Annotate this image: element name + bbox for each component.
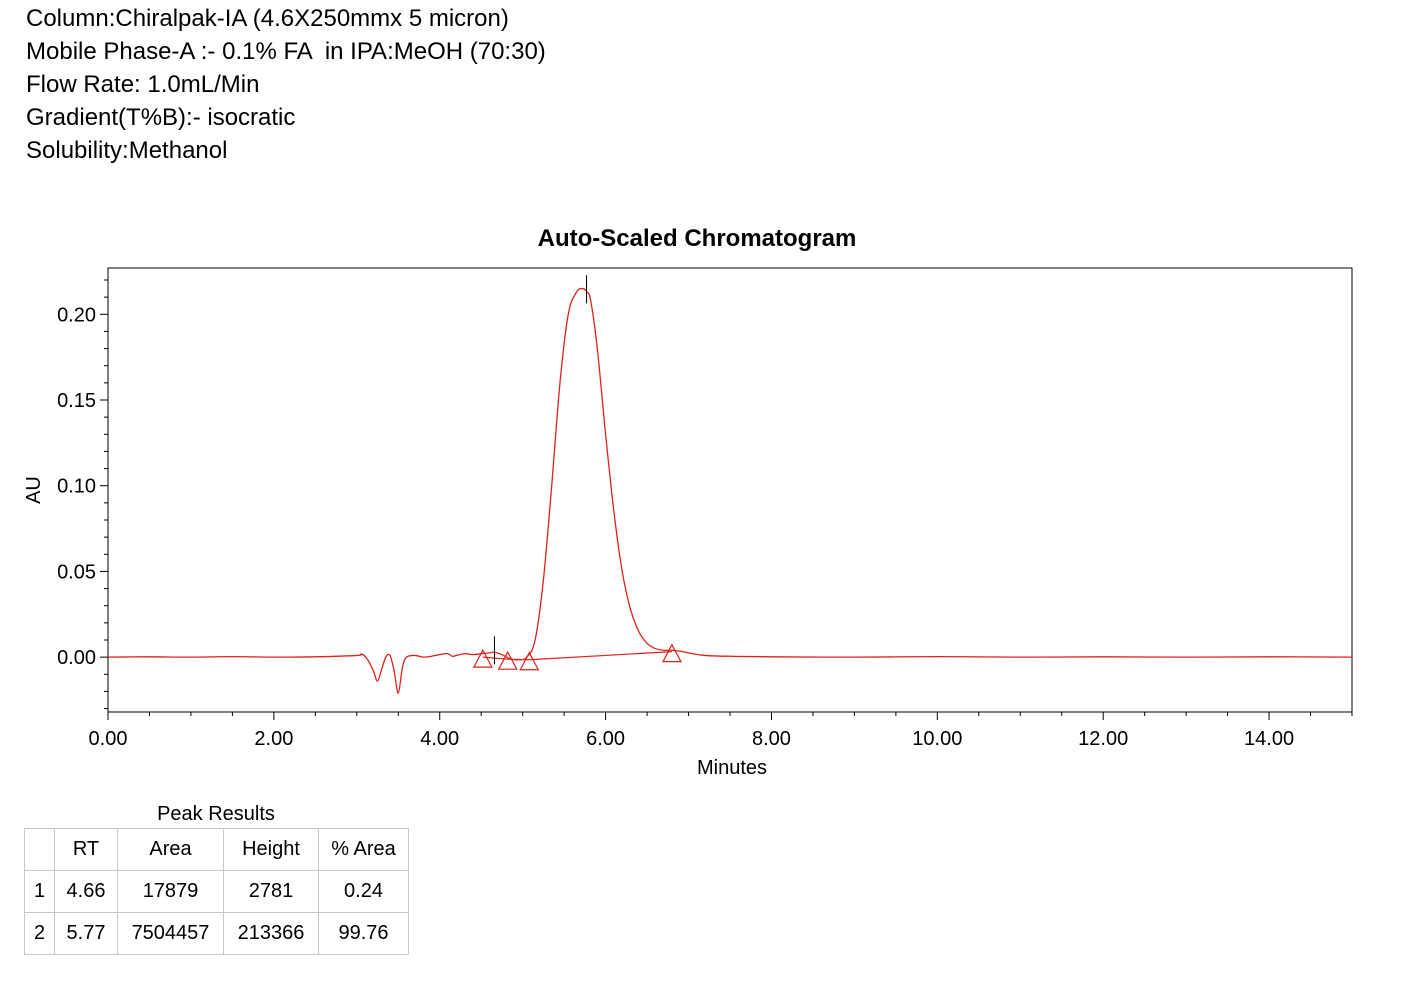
percent-area-cell: 0.24 [318,870,409,913]
y-axis: 0.00 0.05 0.10 0.15 0.20 [57,279,108,710]
table-header-row: RT Area Height % Area [24,828,409,871]
table-row: 1 4.66 17879 2781 0.24 [24,870,409,913]
integration-marker-triangle [497,650,518,670]
row-index: 2 [24,912,55,955]
peak-results-title: Peak Results [157,803,275,825]
solubility-info: Solubility:Methanol [26,137,228,164]
column-header-area: Area [117,828,224,871]
integration-marker-triangle [519,651,540,671]
column-header-rt: RT [54,828,118,871]
area-cell: 7504457 [117,912,224,955]
peak-results: Peak Results RT Area Height % Area 1 4.6… [24,800,409,955]
area-cell: 17879 [117,870,224,913]
plot-area [107,275,1353,694]
y-tick-label: 0.10 [57,476,96,498]
x-tick-label: 4.00 [420,728,459,750]
y-tick-label: 0.20 [57,304,96,326]
y-tick-label: 0.15 [57,390,96,412]
method-header: Column:Chiralpak-IA (4.6X250mmx 5 micron… [26,2,546,167]
y-axis-label: AU [23,476,45,504]
x-axis: 0.00 2.00 4.00 6.00 8.00 10.00 12.00 14.00 [89,712,1353,750]
table-row: 2 5.77 7504457 213366 99.76 [24,912,409,955]
integration-marker-triangle [472,648,493,668]
mobile-phase-info: Mobile Phase-A :- 0.1% FA in IPA:MeOH (7… [26,38,546,65]
column-header-percent-area: % Area [318,828,409,871]
integration-marker-triangle [661,643,682,663]
rt-cell: 4.66 [54,870,118,913]
x-tick-label: 6.00 [586,728,625,750]
x-tick-label: 0.00 [89,728,128,750]
peak-results-table: RT Area Height % Area 1 4.66 17879 2781 … [24,828,409,955]
row-index: 1 [24,870,55,913]
plot-frame [107,267,1353,713]
flow-rate-info: Flow Rate: 1.0mL/Min [26,71,260,98]
gradient-info: Gradient(T%B):- isocratic [26,104,296,131]
chart-title: Auto-Scaled Chromatogram [538,225,857,252]
x-tick-label: 14.00 [1244,728,1294,750]
height-cell: 213366 [223,912,319,955]
column-info: Column:Chiralpak-IA (4.6X250mmx 5 micron… [26,5,509,32]
chromatogram-trace [107,287,1353,694]
x-axis-label: Minutes [697,757,767,779]
x-tick-label: 2.00 [254,728,293,750]
integration-baseline [482,651,672,661]
column-header-index [24,828,55,871]
x-tick-label: 12.00 [1078,728,1128,750]
x-tick-label: 10.00 [912,728,962,750]
rt-cell: 5.77 [54,912,118,955]
chromatogram-chart: Auto-Scaled Chromatogram 0.00 0.05 0.10 0.1… [23,225,1353,779]
x-tick-label: 8.00 [752,728,791,750]
y-tick-label: 0.05 [57,561,96,583]
column-header-height: Height [223,828,319,871]
height-cell: 2781 [223,870,319,913]
percent-area-cell: 99.76 [318,912,409,955]
y-tick-label: 0.00 [57,647,96,669]
